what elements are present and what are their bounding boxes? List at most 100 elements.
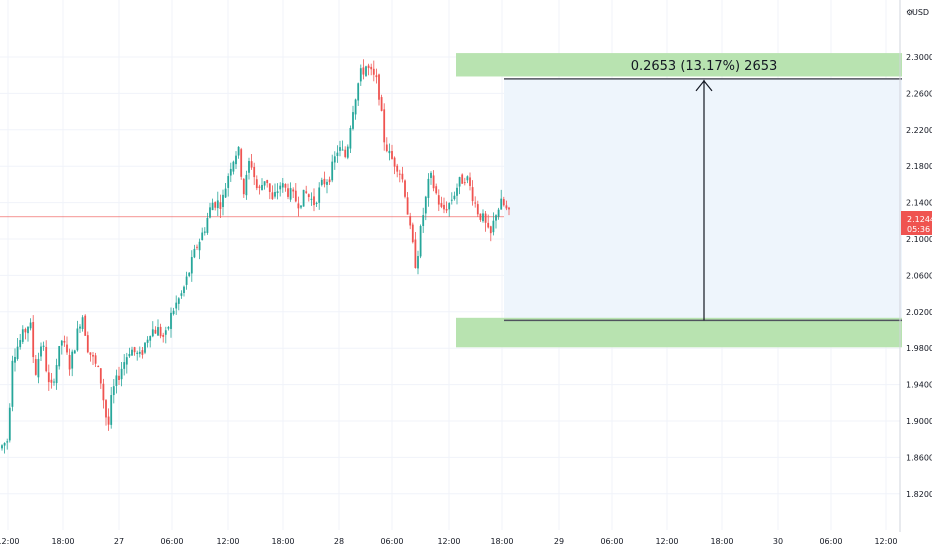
candle-body [372, 68, 375, 75]
price-tick-label: 1.9400 [906, 381, 932, 390]
time-tick-label: 06:00 [600, 537, 623, 546]
candle-body [370, 66, 373, 70]
candle-body [40, 346, 42, 357]
candle-body [222, 194, 224, 208]
candle-body [391, 151, 393, 159]
candle-body [102, 383, 105, 401]
candle-body [175, 302, 178, 309]
candle-body [354, 99, 357, 115]
measure-label-box[interactable] [456, 53, 902, 77]
candle-body [21, 329, 24, 342]
candle-body [289, 188, 292, 200]
candle-body [276, 191, 279, 194]
candle-body [190, 257, 193, 274]
candle-body [154, 329, 157, 334]
candle-body [313, 196, 315, 206]
candle-body [255, 179, 258, 189]
price-axis[interactable]: 2.3000 2.2600 2.2200 2.1800 2.1400 2.1000 2.06… [899, 0, 932, 532]
candle-body [71, 351, 74, 369]
candle-body [89, 352, 92, 355]
candle-body [6, 441, 9, 443]
candle-body [73, 350, 76, 354]
candle-body [310, 198, 313, 200]
candle-body [261, 184, 263, 191]
time-tick-label: 12:00 [216, 537, 239, 546]
candle-body [206, 218, 209, 233]
candle-body [443, 204, 445, 210]
candle-body [172, 310, 175, 315]
candle-body [287, 188, 289, 197]
candle-body [430, 172, 432, 178]
candle-body [115, 375, 118, 386]
candle-body [393, 157, 396, 167]
measure-label: 0.2653 (13.17%) 2653 [631, 59, 778, 74]
candle-body [185, 276, 188, 285]
candle-body [307, 194, 310, 198]
candle-body [505, 205, 508, 209]
candle-body [458, 177, 461, 187]
candle-body [508, 207, 510, 210]
candle-body [474, 202, 477, 204]
candle-body [489, 226, 492, 234]
candle-body [326, 181, 328, 185]
candle-body [125, 357, 128, 365]
time-tick-label: 12:00 [0, 537, 20, 546]
candle-body [81, 317, 84, 329]
candle-body [141, 350, 144, 355]
candle-body [214, 202, 217, 208]
candle-body [284, 184, 287, 188]
candle-body [235, 155, 237, 165]
price-tick-label: 1.9000 [906, 417, 932, 426]
time-axis[interactable]: 12:00 18:00 27 06:00 12:00 18:00 28 06:00 12:00 1… [0, 537, 898, 546]
candle-body [24, 329, 27, 333]
candle-body [375, 75, 378, 78]
candle-body [487, 222, 490, 228]
candle-body [328, 179, 331, 183]
candle-body [133, 347, 136, 353]
candle-body [107, 416, 110, 425]
candle-body [227, 176, 230, 188]
candle-body [437, 195, 440, 205]
candle-body [201, 232, 204, 241]
currency-header[interactable]: ⚙ USD [906, 8, 929, 17]
candle-body [346, 146, 349, 158]
candle-body [450, 199, 453, 201]
candle-body [339, 147, 341, 151]
candle-body [344, 149, 347, 157]
candle-body [417, 256, 419, 269]
candle-body [476, 204, 479, 215]
candle-body [123, 362, 126, 369]
candle-body [253, 166, 256, 178]
candle-body [110, 395, 113, 425]
candle-body [144, 342, 146, 353]
candle-body [68, 355, 71, 370]
candle-body [281, 183, 284, 188]
candle-body [448, 203, 451, 210]
candle-body [159, 326, 162, 337]
candle-body [162, 334, 165, 337]
time-tick-label: 06:00 [380, 537, 403, 546]
candle-body [99, 368, 102, 384]
settings-icon[interactable]: ⚙ [906, 8, 913, 17]
candle-body [11, 360, 14, 407]
candle-body [419, 226, 422, 257]
candle-body [362, 67, 365, 75]
candle-body [320, 179, 323, 185]
candle-body [138, 351, 141, 354]
candle-body [146, 339, 149, 343]
candle-body [183, 286, 185, 293]
candle-body [224, 188, 227, 198]
candle-body [237, 146, 240, 156]
candle-body [193, 248, 196, 258]
candle-body [466, 176, 469, 181]
time-tick-label: 06:00 [160, 537, 183, 546]
candle-body [274, 191, 276, 197]
time-tick-label: 12:00 [655, 537, 678, 546]
measure-tool[interactable]: 0.2653 (13.17%) 2653 [456, 53, 902, 348]
currency-label: USD [912, 8, 929, 17]
candle-body [19, 340, 22, 348]
candle-body [411, 224, 414, 243]
candle-body [398, 173, 401, 175]
candle-body [16, 346, 19, 360]
